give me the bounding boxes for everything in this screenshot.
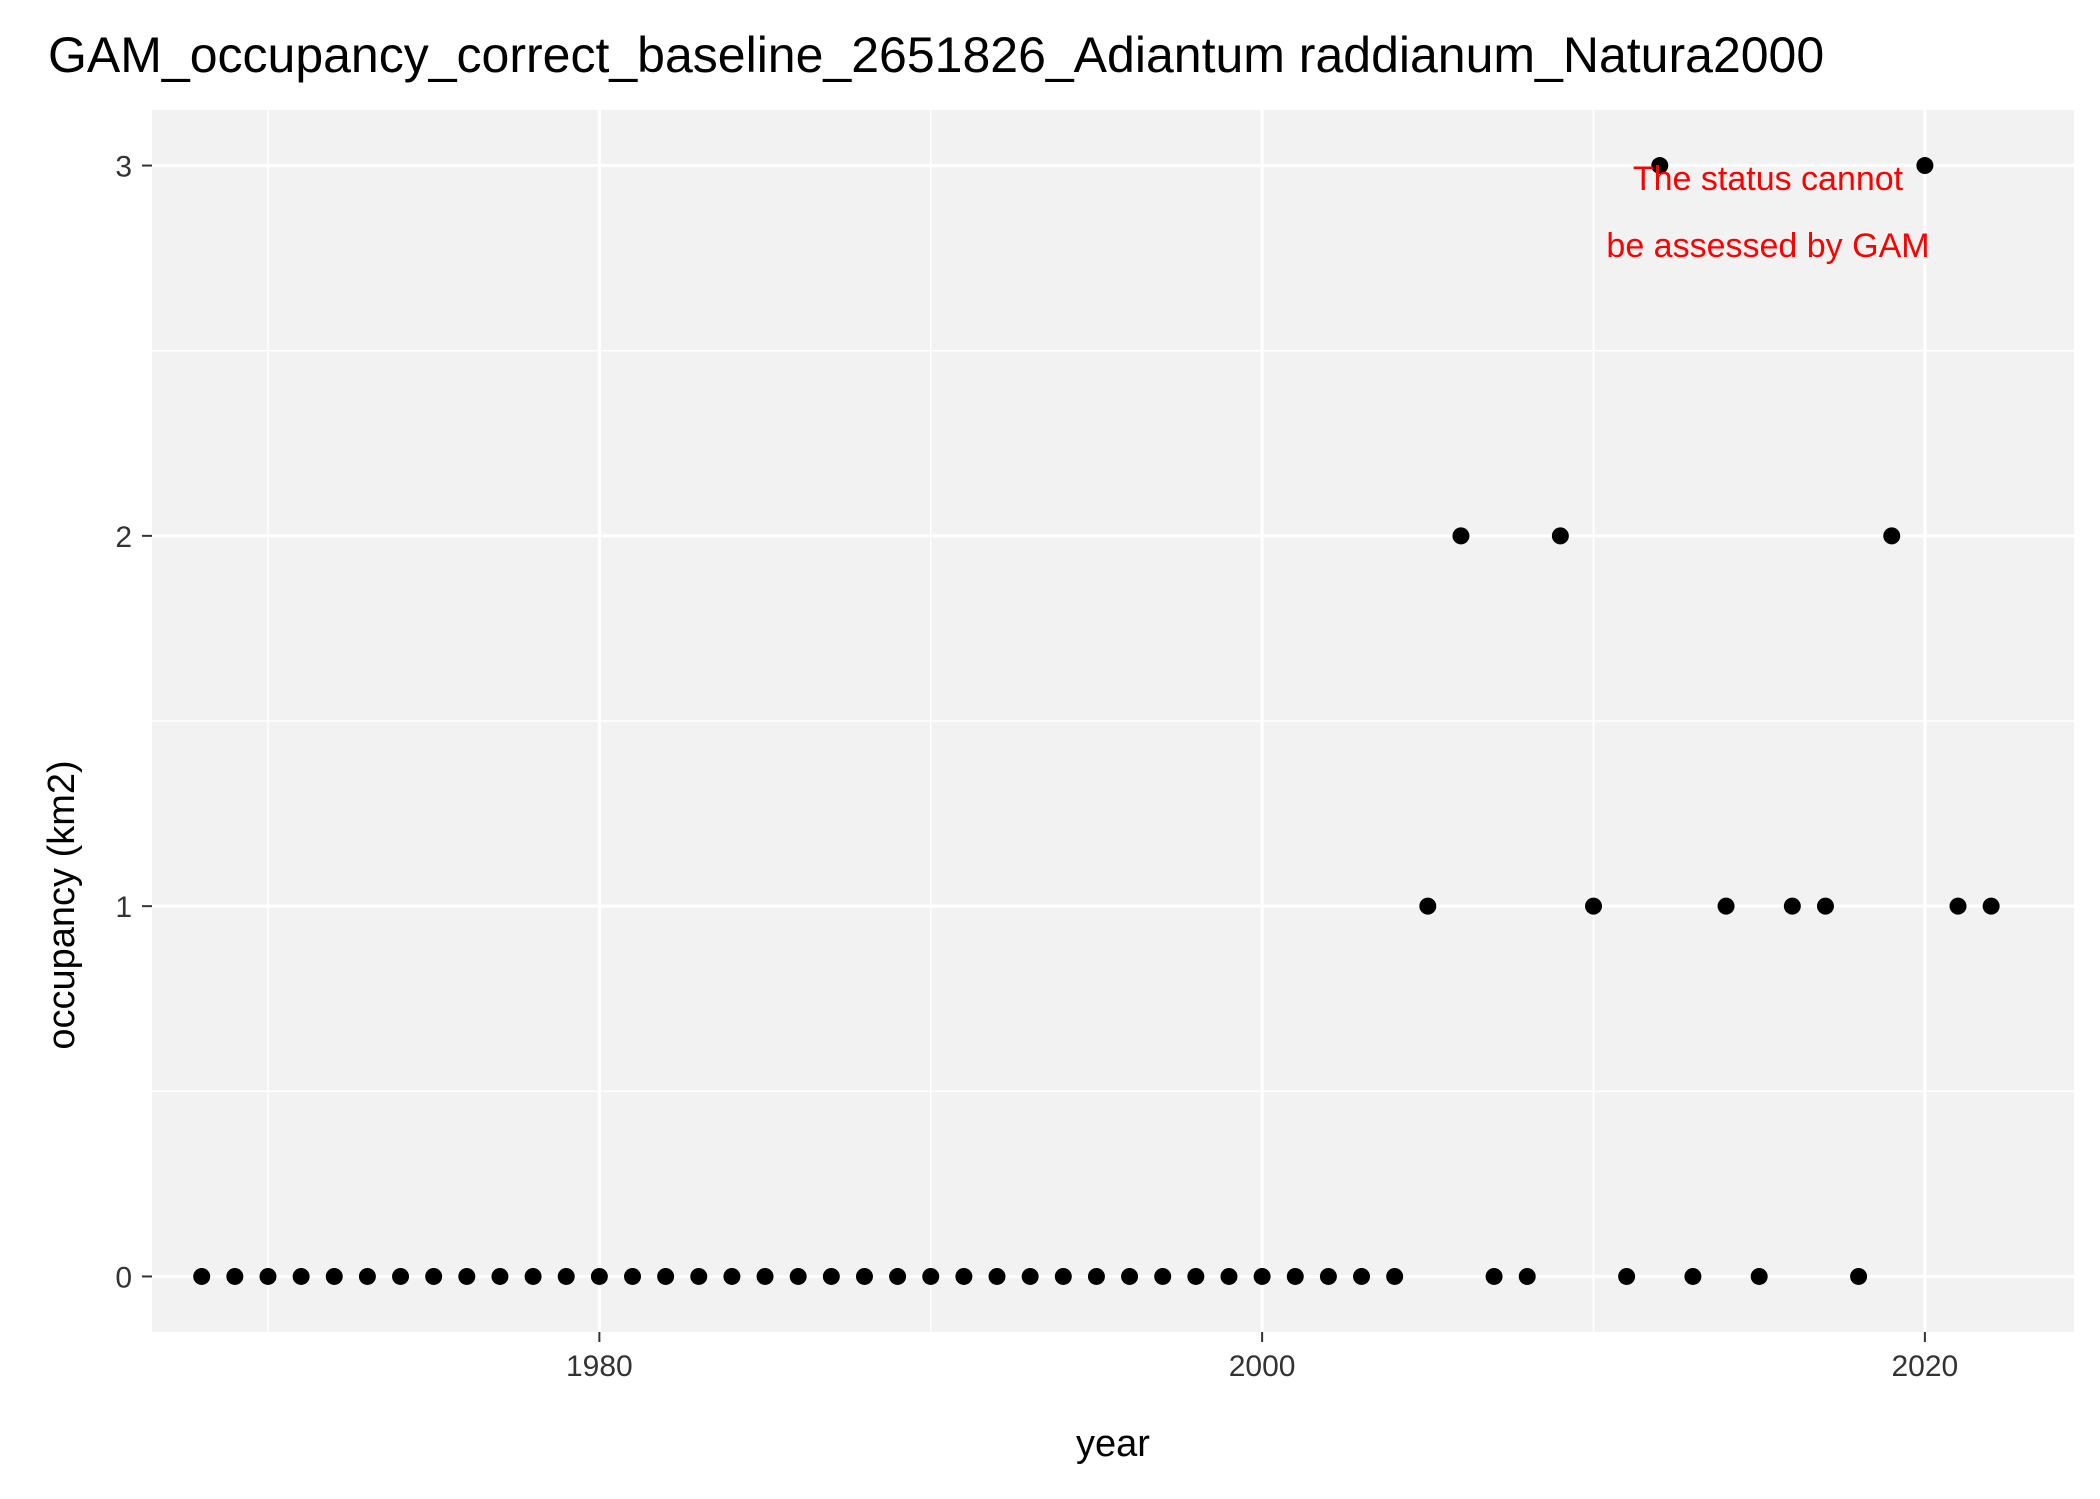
major-gridlines	[152, 110, 2074, 1332]
data-point	[1585, 897, 1602, 915]
data-point	[392, 1267, 410, 1285]
data-point	[226, 1267, 244, 1285]
minor-gridlines	[152, 110, 2074, 1332]
chart-title: GAM_occupancy_correct_baseline_2651826_A…	[48, 27, 1824, 83]
data-point	[1717, 897, 1735, 915]
data-point	[889, 1267, 907, 1285]
data-point	[789, 1267, 807, 1285]
data-point	[1087, 1267, 1105, 1285]
data-point	[1485, 1267, 1503, 1285]
y-tick-label: 0	[115, 1261, 132, 1294]
data-point	[1319, 1267, 1337, 1285]
x-axis-title: year	[1076, 1423, 1150, 1465]
y-tick-label: 2	[115, 521, 132, 554]
data-point	[1187, 1267, 1205, 1285]
data-point	[690, 1267, 708, 1285]
data-point	[1750, 1267, 1768, 1285]
status-annotation: The status cannot be assessed by GAM	[1606, 160, 1929, 265]
data-point	[491, 1267, 509, 1285]
data-point	[1452, 527, 1470, 545]
data-point	[557, 1267, 575, 1285]
y-axis-title: occupancy (km2)	[41, 760, 83, 1049]
data-point	[822, 1267, 840, 1285]
data-point	[988, 1267, 1006, 1285]
x-tick-label: 1980	[566, 1350, 633, 1383]
data-point	[193, 1267, 211, 1285]
data-point	[1419, 897, 1437, 915]
data-point	[1883, 527, 1901, 545]
data-point	[1982, 897, 2000, 915]
data-point	[756, 1267, 774, 1285]
annotation-line: be assessed by GAM	[1606, 227, 1929, 265]
data-point	[1154, 1267, 1172, 1285]
data-point	[425, 1267, 443, 1285]
data-point	[1850, 1267, 1868, 1285]
data-point	[855, 1267, 873, 1285]
data-point	[358, 1267, 376, 1285]
data-point	[1121, 1267, 1139, 1285]
data-point	[524, 1267, 542, 1285]
data-point	[723, 1267, 741, 1285]
data-point	[1518, 1267, 1536, 1285]
x-tick-label: 2020	[1892, 1350, 1959, 1383]
data-point	[325, 1267, 343, 1285]
data-point	[1054, 1267, 1072, 1285]
data-point	[1684, 1267, 1702, 1285]
data-point	[1021, 1267, 1039, 1285]
data-point	[1949, 897, 1967, 915]
data-point	[590, 1267, 608, 1285]
y-tick-label: 3	[115, 151, 132, 184]
data-point	[1618, 1267, 1636, 1285]
data-point	[1386, 1267, 1404, 1285]
data-point	[955, 1267, 973, 1285]
data-point	[1220, 1267, 1238, 1285]
data-point	[1651, 157, 1669, 175]
data-point	[1353, 1267, 1371, 1285]
data-point	[1783, 897, 1801, 915]
x-axis: 1980 2000 2020	[566, 1332, 1958, 1383]
data-point	[458, 1267, 476, 1285]
y-axis: 0 1 2 3	[115, 151, 152, 1294]
y-tick-label: 1	[115, 891, 132, 924]
data-point	[1916, 157, 1934, 175]
annotation-line: The status cannot	[1633, 160, 1904, 198]
data-point	[922, 1267, 940, 1285]
data-points	[193, 157, 2000, 1285]
x-tick-label: 2000	[1229, 1350, 1296, 1383]
data-point	[624, 1267, 641, 1285]
data-point	[259, 1267, 277, 1285]
data-point	[292, 1267, 310, 1285]
data-point	[1816, 897, 1834, 915]
data-point	[1253, 1267, 1271, 1285]
data-point	[1551, 527, 1569, 545]
data-point	[1286, 1267, 1304, 1285]
data-point	[657, 1267, 675, 1285]
